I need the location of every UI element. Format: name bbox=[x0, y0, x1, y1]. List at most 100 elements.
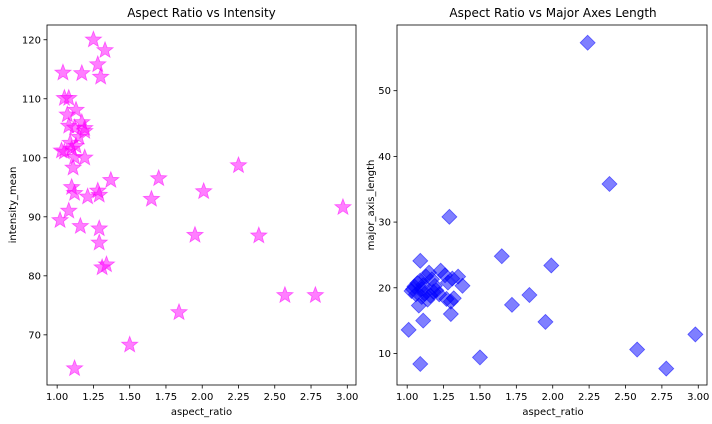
x-tick-label-intensity-8: 3.00 bbox=[336, 392, 358, 403]
data-point-intensity-34 bbox=[333, 197, 353, 216]
data-point-intensity-35 bbox=[59, 201, 78, 219]
x-tick-label-major-axis-4: 2.00 bbox=[542, 392, 564, 403]
x-ticks-major-axis: 1.00 1.25 1.50 1.75 2.00 2.25 2.50 2.75 3.00 bbox=[396, 385, 709, 403]
data-point-intensity-8 bbox=[66, 100, 86, 118]
data-point-major-axis-43 bbox=[629, 341, 646, 358]
y-ticks-major-axis: 10 20 30 40 50 bbox=[378, 86, 397, 360]
data-point-intensity-9 bbox=[58, 105, 77, 123]
x-tick-label-intensity-4: 2.00 bbox=[191, 392, 213, 403]
data-point-major-axis-25 bbox=[444, 270, 461, 287]
data-point-major-axis-3 bbox=[493, 248, 510, 265]
y-ticks-intensity: 70 80 90 100 110 120 bbox=[22, 35, 47, 341]
xlabel-intensity: aspect_ratio bbox=[171, 407, 232, 418]
data-point-major-axis-37 bbox=[425, 283, 442, 300]
y-tick-label-major-axis-1: 20 bbox=[378, 283, 391, 294]
plot-area-major-axis bbox=[396, 24, 708, 386]
data-point-intensity-25 bbox=[101, 170, 120, 189]
data-point-intensity-44 bbox=[275, 285, 295, 304]
data-point-intensity-37 bbox=[71, 216, 90, 235]
x-tick-label-intensity-7: 2.75 bbox=[300, 392, 322, 403]
data-point-intensity-33 bbox=[142, 189, 161, 207]
ylabel-major-axis: major_axis_length bbox=[366, 160, 377, 251]
x-tick-label-major-axis-0: 1.00 bbox=[396, 392, 418, 403]
data-point-major-axis-39 bbox=[400, 321, 417, 338]
data-point-major-axis-41 bbox=[471, 349, 489, 366]
x-tick-label-major-axis-5: 2.25 bbox=[578, 392, 600, 403]
data-point-major-axis-44 bbox=[658, 360, 675, 377]
data-point-major-axis-1 bbox=[601, 175, 618, 193]
data-point-intensity-38 bbox=[90, 218, 109, 237]
title-intensity: Aspect Ratio vs Intensity bbox=[127, 6, 276, 20]
data-point-intensity-7 bbox=[59, 88, 78, 106]
data-point-major-axis-9 bbox=[442, 305, 459, 323]
x-tick-label-intensity-3: 1.75 bbox=[155, 392, 177, 403]
y-tick-label-intensity-2: 90 bbox=[28, 212, 41, 223]
data-point-intensity-40 bbox=[249, 226, 268, 244]
data-point-major-axis-4 bbox=[412, 252, 429, 269]
data-point-intensity-36 bbox=[50, 210, 70, 229]
data-point-intensity-28 bbox=[65, 183, 84, 201]
data-point-major-axis-42 bbox=[412, 355, 429, 373]
data-point-major-axis-0 bbox=[579, 34, 596, 51]
data-point-intensity-0 bbox=[84, 30, 103, 48]
data-point-intensity-22 bbox=[75, 148, 94, 166]
y-tick-label-major-axis-2: 30 bbox=[378, 218, 391, 229]
panel-intensity: Aspect Ratio vs Intensity 1.00 1.25 1.50 1.… bbox=[8, 6, 358, 418]
x-tick-label-intensity-5: 2.25 bbox=[227, 392, 249, 403]
data-point-intensity-31 bbox=[194, 181, 213, 200]
x-tick-label-major-axis-2: 1.50 bbox=[469, 392, 491, 403]
data-point-intensity-46 bbox=[169, 302, 189, 321]
data-point-intensity-39 bbox=[185, 225, 205, 243]
y-tick-label-major-axis-4: 50 bbox=[378, 86, 391, 97]
data-point-intensity-32 bbox=[90, 185, 109, 203]
data-point-major-axis-35 bbox=[404, 281, 422, 298]
y-tick-label-major-axis-0: 10 bbox=[378, 349, 391, 360]
data-point-intensity-3 bbox=[72, 63, 91, 82]
data-point-intensity-20 bbox=[65, 147, 84, 165]
data-point-intensity-47 bbox=[120, 335, 139, 353]
data-point-major-axis-40 bbox=[415, 312, 432, 329]
x-tick-label-intensity-6: 2.50 bbox=[264, 392, 286, 403]
y-tick-label-intensity-0: 70 bbox=[28, 330, 41, 341]
ylabel-intensity: intensity_mean bbox=[8, 167, 19, 244]
xlabel-major-axis: aspect_ratio bbox=[522, 407, 583, 418]
data-point-intensity-12 bbox=[65, 118, 84, 136]
y-tick-label-intensity-5: 120 bbox=[22, 35, 41, 46]
data-point-intensity-15 bbox=[69, 127, 89, 145]
data-point-intensity-41 bbox=[90, 233, 109, 251]
data-point-intensity-24 bbox=[229, 155, 248, 174]
data-point-major-axis-7 bbox=[521, 286, 538, 304]
x-tick-label-major-axis-8: 3.00 bbox=[687, 392, 709, 403]
data-point-major-axis-38 bbox=[442, 293, 459, 310]
plot-area-intensity bbox=[46, 24, 357, 386]
data-point-intensity-21 bbox=[66, 136, 86, 154]
data-point-intensity-48 bbox=[65, 358, 84, 377]
data-point-intensity-2 bbox=[53, 63, 73, 81]
data-point-intensity-4 bbox=[88, 54, 107, 73]
data-point-major-axis-36 bbox=[413, 288, 430, 306]
data-point-major-axis-45 bbox=[687, 326, 704, 343]
data-point-intensity-5 bbox=[91, 67, 110, 85]
data-point-intensity-43 bbox=[92, 257, 112, 276]
data-point-major-axis-8 bbox=[537, 313, 554, 330]
data-point-major-axis-5 bbox=[543, 257, 560, 274]
x-tick-label-intensity-0: 1.00 bbox=[46, 392, 68, 403]
data-point-intensity-23 bbox=[63, 158, 83, 176]
x-tick-label-major-axis-7: 2.75 bbox=[651, 392, 673, 403]
data-point-intensity-26 bbox=[149, 168, 168, 187]
data-point-intensity-1 bbox=[95, 40, 115, 59]
data-point-major-axis-6 bbox=[503, 296, 521, 313]
data-point-intensity-19 bbox=[55, 142, 74, 160]
data-point-intensity-45 bbox=[306, 285, 325, 304]
x-tick-label-intensity-1: 1.25 bbox=[82, 392, 104, 403]
x-tick-label-major-axis-1: 1.25 bbox=[432, 392, 454, 403]
series-intensity bbox=[50, 30, 353, 377]
x-tick-label-major-axis-6: 2.50 bbox=[614, 392, 636, 403]
data-point-major-axis-2 bbox=[441, 208, 458, 225]
y-tick-label-intensity-1: 80 bbox=[28, 271, 41, 282]
x-tick-label-intensity-2: 1.50 bbox=[119, 392, 141, 403]
panel-major-axis: Aspect Ratio vs Major Axes Length 1.00 1.… bbox=[366, 6, 709, 418]
y-tick-label-intensity-3: 100 bbox=[22, 153, 41, 164]
y-tick-label-intensity-4: 110 bbox=[22, 94, 41, 105]
